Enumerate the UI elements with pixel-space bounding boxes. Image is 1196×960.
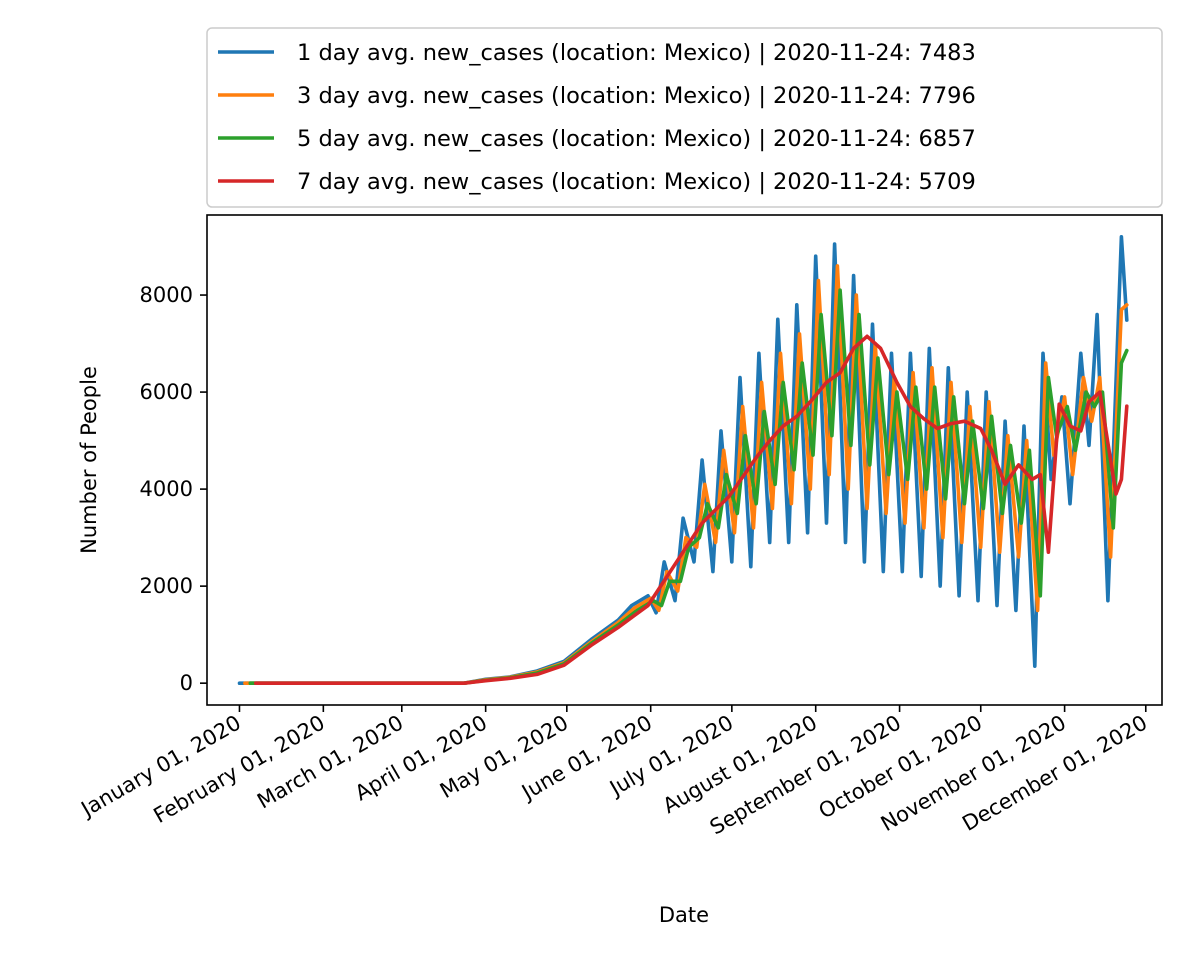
legend-label-4: 7 day avg. new_cases (location: Mexico) … xyxy=(297,169,976,195)
y-tick-label: 6000 xyxy=(140,380,193,404)
legend-box xyxy=(206,27,1163,208)
x-tick-label: March 01, 2020 xyxy=(253,711,407,814)
legend: 1 day avg. new_cases (location: Mexico) … xyxy=(206,27,1163,208)
y-axis-label: Number of People xyxy=(77,366,101,554)
plot-frame xyxy=(206,214,1163,706)
legend-label-3: 5 day avg. new_cases (location: Mexico) … xyxy=(297,126,976,152)
series-line-4 xyxy=(253,334,1129,686)
y-axis: 0 2000 4000 6000 8000 xyxy=(140,283,207,695)
y-tick-label: 4000 xyxy=(140,477,193,501)
y-tick-label: 2000 xyxy=(140,574,193,598)
series-layer xyxy=(237,235,1129,686)
legend-label-1: 1 day avg. new_cases (location: Mexico) … xyxy=(297,40,976,66)
y-tick-label: 8000 xyxy=(140,283,193,307)
series-line-2 xyxy=(243,264,1129,686)
x-axis-label: Date xyxy=(659,903,709,927)
series-line-1 xyxy=(237,235,1129,686)
y-tick-label: 0 xyxy=(180,671,193,695)
legend-label-2: 3 day avg. new_cases (location: Mexico) … xyxy=(297,83,976,109)
series-line-3 xyxy=(248,288,1129,686)
